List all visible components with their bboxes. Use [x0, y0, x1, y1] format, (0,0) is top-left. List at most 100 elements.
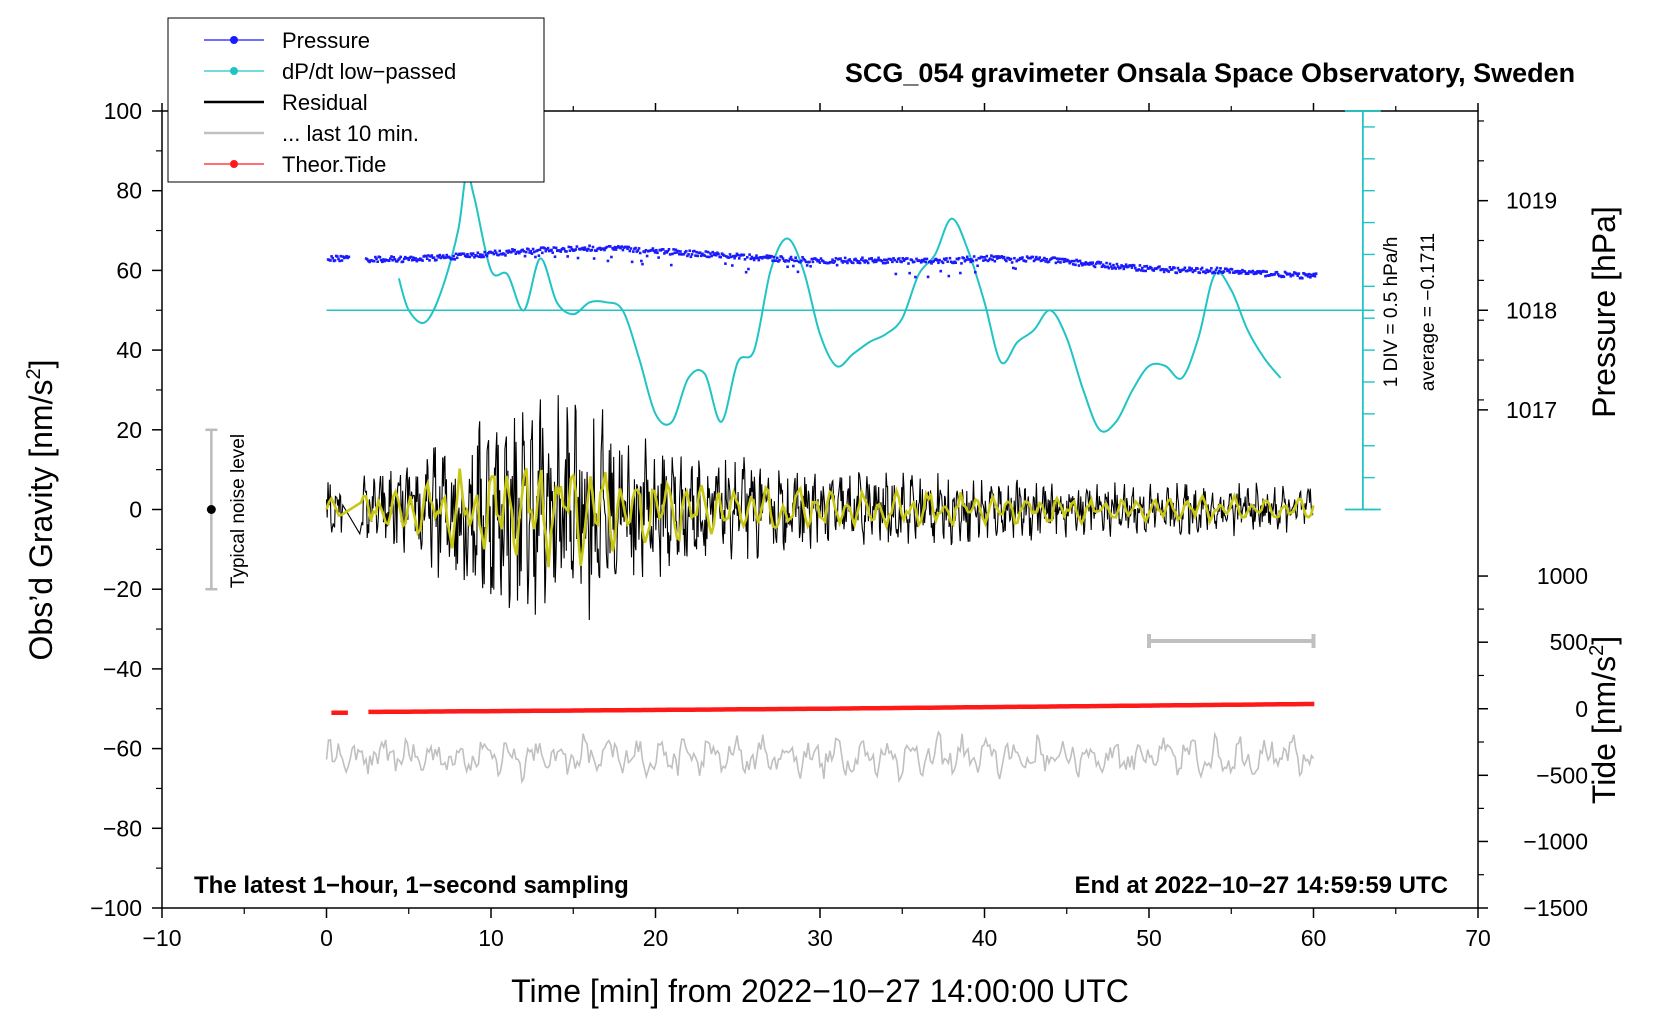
pressure-point — [331, 256, 335, 260]
pressure-point — [1233, 271, 1236, 274]
pressure-point — [470, 253, 474, 257]
pressure-point — [694, 254, 697, 257]
pressure-point — [492, 252, 496, 256]
y-tick-label: 20 — [116, 417, 142, 443]
pressure-point — [575, 245, 579, 248]
y-tick-label: 60 — [116, 257, 142, 283]
pressure-point — [992, 255, 996, 259]
pressure-point — [610, 255, 613, 259]
pressure-point — [415, 259, 419, 263]
pressure-point — [1176, 266, 1180, 270]
x-tick-label: 50 — [1136, 925, 1162, 951]
tide-axis-title: Tide [nm/s2] — [1586, 636, 1622, 804]
pressure-point — [637, 247, 641, 250]
pressure-point — [775, 256, 779, 260]
pressure-point — [430, 254, 434, 257]
pressure-point — [932, 259, 936, 263]
pressure-point — [387, 259, 391, 263]
pressure-point — [840, 259, 844, 263]
pressure-point — [696, 254, 700, 258]
pressure-point — [513, 248, 516, 252]
pressure-point — [906, 257, 909, 260]
pressure-point — [678, 252, 681, 256]
pressure-point — [1112, 263, 1115, 267]
pressure-point — [912, 260, 916, 264]
pressure-point — [608, 245, 612, 248]
pressure-point — [412, 256, 415, 259]
pressure-point — [519, 250, 522, 254]
pressure-point — [1115, 262, 1119, 266]
pressure-point — [1144, 269, 1148, 273]
pressure-point — [1024, 260, 1028, 263]
pressure-point — [441, 254, 445, 257]
pressure-point — [1021, 256, 1024, 259]
pressure-point — [376, 260, 379, 263]
pressure-point — [476, 251, 480, 255]
pressure-point — [805, 264, 809, 267]
pressure-point — [900, 260, 903, 264]
pressure-point — [668, 253, 672, 256]
pressure-point — [1246, 272, 1250, 276]
pressure-point — [605, 245, 609, 249]
pressure-point — [544, 249, 548, 253]
x-tick-label: 0 — [320, 925, 333, 951]
pressure-point — [995, 257, 999, 260]
pressure-point — [736, 253, 740, 257]
pressure-point — [550, 248, 553, 252]
pressure-point — [543, 247, 546, 250]
x-tick-label: 10 — [478, 925, 504, 951]
pressure-point — [452, 254, 455, 258]
y-tick-label: −60 — [103, 736, 142, 762]
pressure-point — [514, 252, 518, 255]
pressure-point — [810, 257, 814, 261]
pressure-point — [587, 247, 590, 251]
pressure-point — [1132, 264, 1136, 267]
pressure-point — [1043, 256, 1046, 260]
pressure-point — [1013, 256, 1016, 260]
pressure-point — [947, 274, 951, 278]
pressure-point — [801, 255, 804, 259]
pressure-point — [863, 261, 867, 264]
pressure-point — [1114, 267, 1118, 270]
pressure-point — [897, 257, 901, 260]
pressure-point — [451, 257, 454, 261]
pressure-point — [842, 260, 846, 263]
pressure-point — [1170, 268, 1174, 271]
pressure-point — [602, 247, 605, 250]
pressure-point — [641, 262, 644, 266]
pressure-point — [1210, 267, 1213, 270]
pressure-point — [1167, 270, 1171, 273]
pressure-point — [747, 267, 750, 271]
pressure-point — [889, 258, 893, 262]
pressure-point — [383, 259, 386, 263]
pressure-point — [1108, 262, 1112, 266]
pressure-point — [1227, 268, 1230, 272]
pressure-point — [1173, 266, 1176, 270]
pressure-point — [634, 246, 637, 250]
pressure-point — [1071, 263, 1075, 266]
pressure-point — [755, 254, 758, 257]
pressure-point — [336, 255, 339, 258]
pressure-point — [432, 256, 436, 259]
pressure-point — [877, 256, 880, 260]
y-axis-ticks: −100 −80 −60 −40 −20 0 20 40 60 80 100 — [90, 98, 162, 921]
tide-axis-title-sup: 2 — [1586, 645, 1608, 656]
pressure-point — [1273, 272, 1276, 276]
pressure-point — [821, 259, 825, 263]
pressure-point — [1152, 269, 1156, 272]
pressure-point — [1190, 267, 1194, 270]
legend-marker — [230, 160, 238, 168]
pressure-point — [598, 246, 602, 250]
pressure-point — [438, 253, 442, 257]
pressure-point — [729, 255, 733, 259]
pressure-point — [1250, 270, 1253, 274]
pressure-tick-label: 1017 — [1506, 397, 1557, 423]
pressure-point — [1214, 268, 1218, 272]
pressure-point — [330, 255, 333, 258]
pressure-point — [892, 257, 895, 260]
pressure-point — [629, 247, 633, 250]
pressure-point — [1054, 261, 1058, 265]
pressure-point — [980, 255, 984, 259]
pressure-point — [790, 258, 794, 262]
pressure-point — [532, 250, 536, 254]
